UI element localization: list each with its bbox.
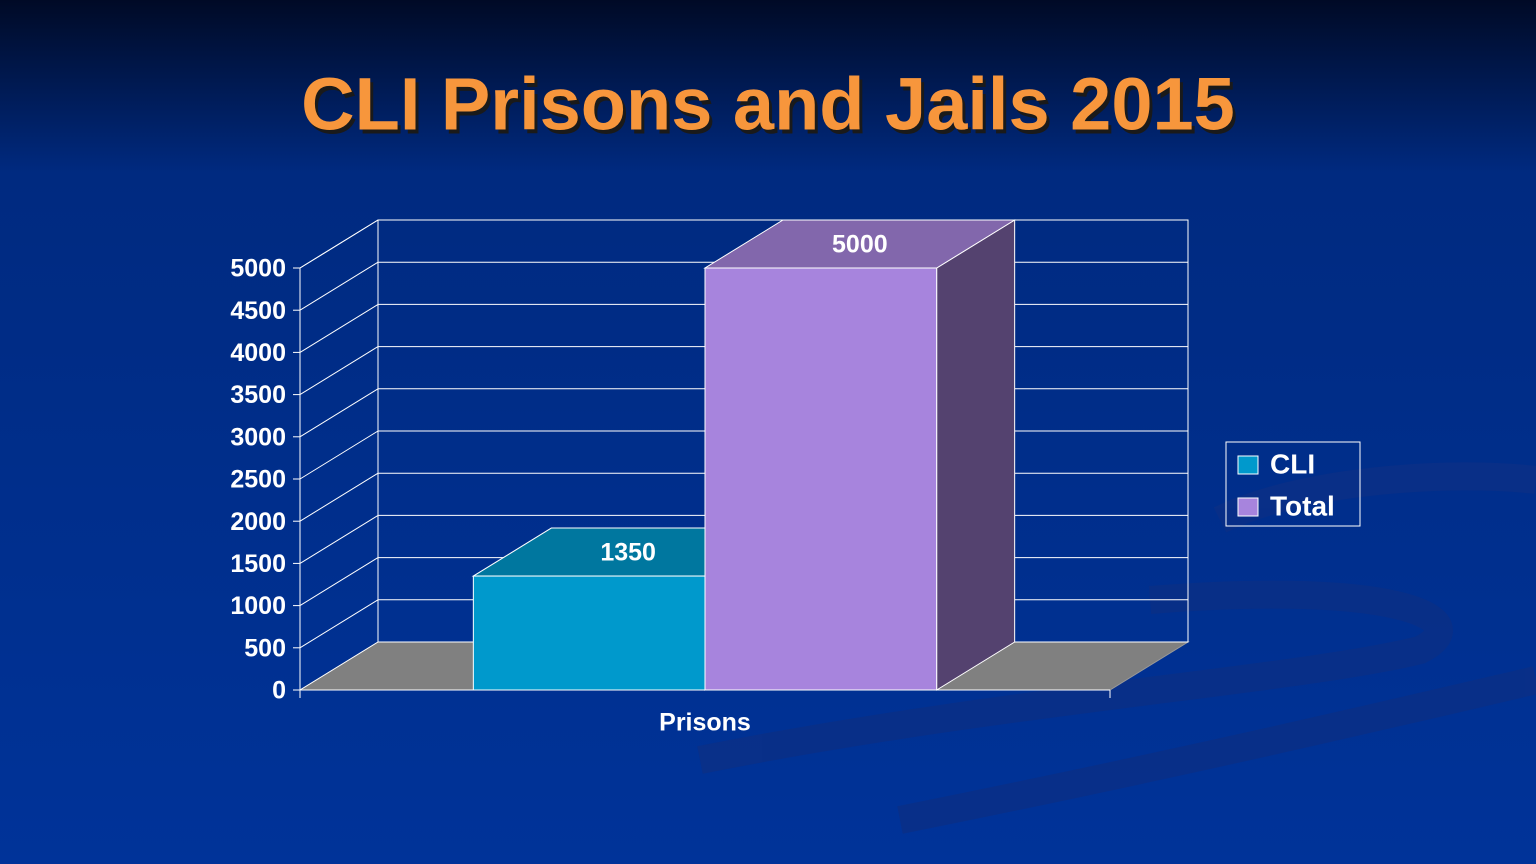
legend-swatch [1237,455,1259,475]
y-tick-label: 5000 [230,255,286,283]
grid-line [299,388,379,438]
bar [704,267,938,691]
y-tick-label: 1000 [230,592,286,620]
y-tick-label: 0 [272,677,286,705]
chart: 0 500 1000 1500 2000 2500 3000 3500 4000 4500 5000… [230,219,1361,737]
grid-line [299,599,379,649]
bar-side [936,219,1016,691]
legend-label: Total [1270,490,1335,521]
y-tick-label: 1500 [230,550,286,578]
legend-swatch [1237,497,1259,517]
grid-line [299,346,379,396]
grid-line [299,557,379,607]
grid-line [299,303,379,353]
y-tick-label: 500 [244,634,286,662]
data-label: 5000 [832,231,888,259]
bar [472,575,706,691]
grid-line [299,219,379,269]
y-tick-label: 2000 [230,508,286,536]
grid-line [299,472,379,522]
grid-line [299,514,379,564]
y-tick-label: 4000 [230,339,286,367]
x-tick-label: Prisons [659,709,751,737]
y-tick-label: 3000 [230,423,286,451]
legend-label: CLI [1270,448,1315,479]
grid-line [299,261,379,311]
chart-title: CLI Prisons and Jails 2015 [301,63,1235,146]
grid-line [299,641,379,691]
grid-line [299,430,379,480]
y-tick-label: 4500 [230,297,286,325]
title-shadow: CLI Prisons and Jails 2015 [304,67,1238,150]
data-label: 1350 [600,539,656,567]
y-tick-label: 2500 [230,466,286,494]
legend [1225,441,1361,527]
y-tick-label: 3500 [230,381,286,409]
